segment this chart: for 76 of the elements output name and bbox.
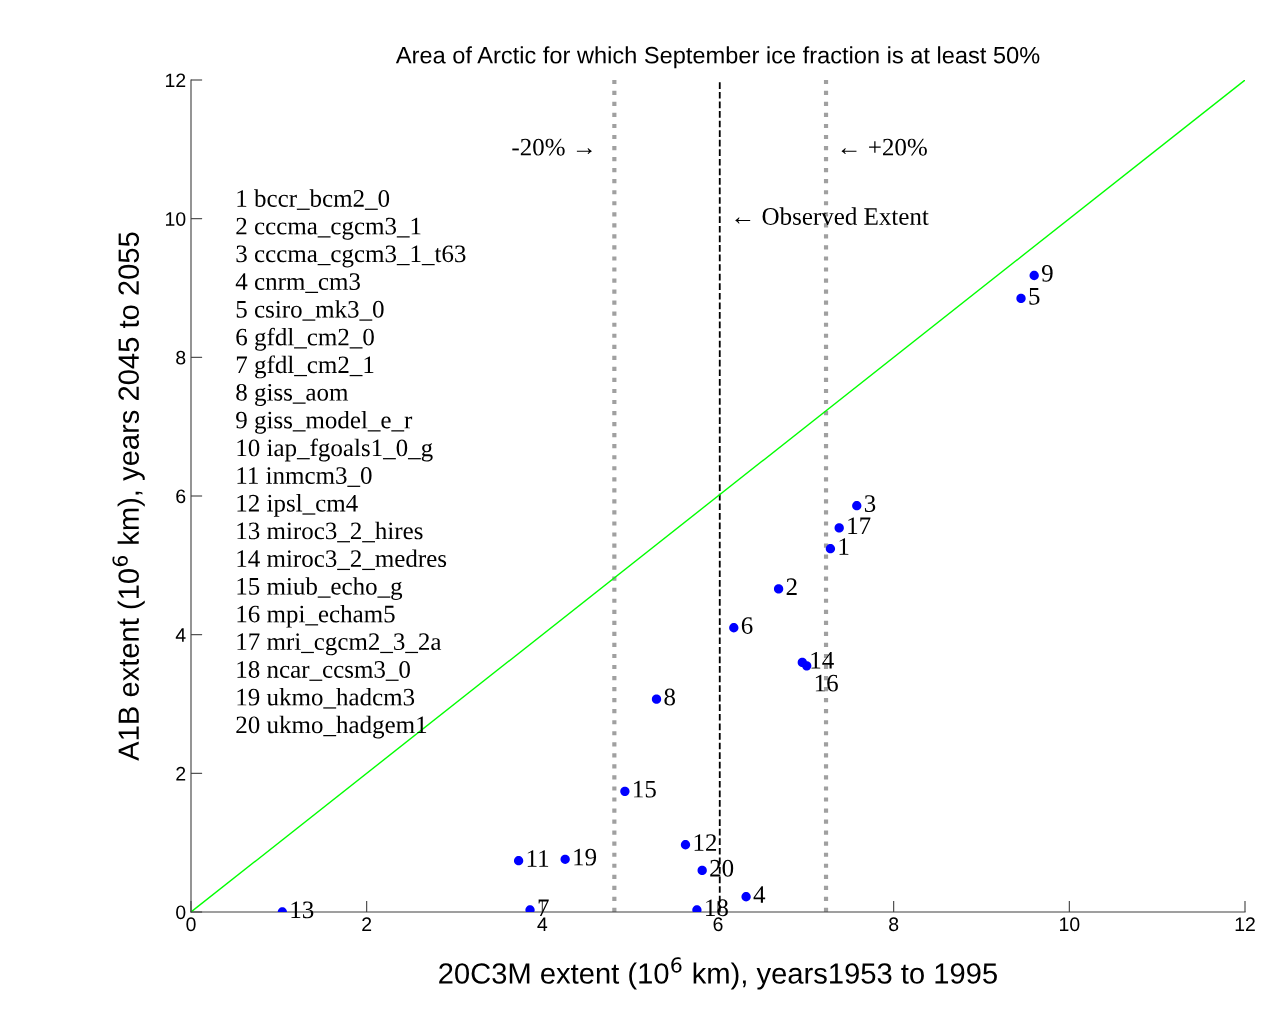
annotation: 12 bbox=[694, 834, 717, 851]
annotation: 1 bccr_bcm2_0 bbox=[237, 189, 390, 210]
point bbox=[560, 854, 570, 864]
y-tick-label: 6 bbox=[176, 489, 186, 504]
annotation: 17 mri_cgcm2_3_2a bbox=[237, 633, 442, 656]
annotation: 10 iap_fgoals1_0_g bbox=[237, 438, 433, 462]
annotation: 18 ncar_ccsm3_0 bbox=[237, 661, 410, 681]
annotation: 15 bbox=[634, 780, 656, 798]
point bbox=[651, 694, 662, 704]
annotation: 5 bbox=[1029, 288, 1040, 305]
y-tick-label: 4 bbox=[175, 628, 186, 642]
point bbox=[680, 840, 691, 850]
ref-line-label: ← Observed Extent bbox=[735, 207, 929, 225]
annotation: 12 ipsl_cm4 bbox=[237, 494, 358, 517]
chart-title: Area of Arctic for which September ice fraction is at least 50% bbox=[395, 46, 1040, 69]
y-axis-title: A1B extent (10$^{6}$ km), years 2045 to 2055 bbox=[112, 232, 145, 761]
y-tick-label: 0 bbox=[176, 905, 186, 920]
annotation: 20 ukmo_hadgem1 bbox=[236, 715, 427, 739]
x-tick-label: 0 bbox=[186, 917, 196, 932]
y-tick-label: 2 bbox=[176, 766, 186, 781]
point bbox=[1016, 293, 1026, 304]
point bbox=[802, 661, 812, 671]
annotation: 13 bbox=[291, 901, 314, 919]
annotation: 20 bbox=[710, 859, 734, 877]
annotation: 7 bbox=[538, 899, 549, 916]
x-tick-label: 12 bbox=[1235, 917, 1255, 931]
annotation: 3 bbox=[864, 495, 876, 512]
annotation: 17 bbox=[848, 517, 871, 534]
point bbox=[620, 786, 630, 797]
annotation: 19 ukmo_hadcm3 bbox=[237, 688, 415, 709]
annotation: 4 cnrm_cm3 bbox=[235, 273, 360, 293]
annotation: 13 miroc3_2_hires bbox=[237, 521, 423, 543]
annotation: 16 bbox=[815, 674, 838, 692]
x-tick-label: 10 bbox=[1060, 917, 1080, 932]
y-tick-label: 12 bbox=[166, 73, 186, 88]
point bbox=[852, 501, 862, 511]
annotation: 14 miroc3_2_medres bbox=[237, 549, 447, 571]
x-tick-label: 2 bbox=[362, 917, 372, 931]
annotation: 8 giss_aom bbox=[236, 383, 349, 406]
annotation: 5 csiro_mk3_0 bbox=[236, 300, 384, 321]
annotation: 3 cccma_cgcm3_1_t63 bbox=[236, 245, 466, 268]
annotation: 11 bbox=[527, 850, 549, 867]
annotation: 2 bbox=[786, 578, 797, 595]
x-tick-label: 6 bbox=[713, 917, 723, 932]
ref-line-label: ← +20% bbox=[841, 138, 927, 156]
annotation: 8 bbox=[664, 688, 676, 706]
annotation: 2 cccma_cgcm3_1 bbox=[236, 217, 421, 240]
point bbox=[834, 523, 844, 533]
annotation: 18 bbox=[706, 899, 728, 917]
annotation: 4 bbox=[753, 886, 766, 903]
y-tick-label: 10 bbox=[166, 212, 186, 226]
point bbox=[741, 892, 751, 902]
point bbox=[1029, 270, 1039, 281]
annotation: 1 bbox=[839, 538, 849, 555]
annotation: 6 gfdl_cm2_0 bbox=[236, 327, 374, 351]
point bbox=[692, 905, 702, 912]
annotation: 9 giss_model_e_r bbox=[236, 410, 413, 434]
x-tick-label: 8 bbox=[889, 917, 899, 932]
point bbox=[525, 905, 535, 912]
y-tick-label: 8 bbox=[176, 350, 186, 365]
x-tick-label: 4 bbox=[537, 917, 548, 931]
point bbox=[825, 544, 836, 554]
annotation: 6 bbox=[741, 617, 753, 634]
annotation: 9 bbox=[1041, 264, 1053, 282]
point bbox=[513, 856, 524, 866]
x-axis-title: 20C3M extent (10$^{6}$ km), years1953 to 1995 bbox=[439, 957, 997, 990]
annotation: 11 inmcm3_0 bbox=[237, 467, 372, 487]
point bbox=[697, 865, 707, 876]
annotation: 15 miub_echo_g bbox=[237, 577, 403, 600]
point bbox=[729, 623, 739, 633]
annotation: 16 mpi_echam5 bbox=[237, 604, 395, 628]
annotation: 14 bbox=[811, 651, 834, 669]
point bbox=[773, 584, 784, 594]
ref-line-label: -20% → bbox=[512, 138, 592, 156]
annotation: 19 bbox=[574, 848, 597, 866]
annotation: 7 gfdl_cm2_1 bbox=[236, 355, 374, 379]
